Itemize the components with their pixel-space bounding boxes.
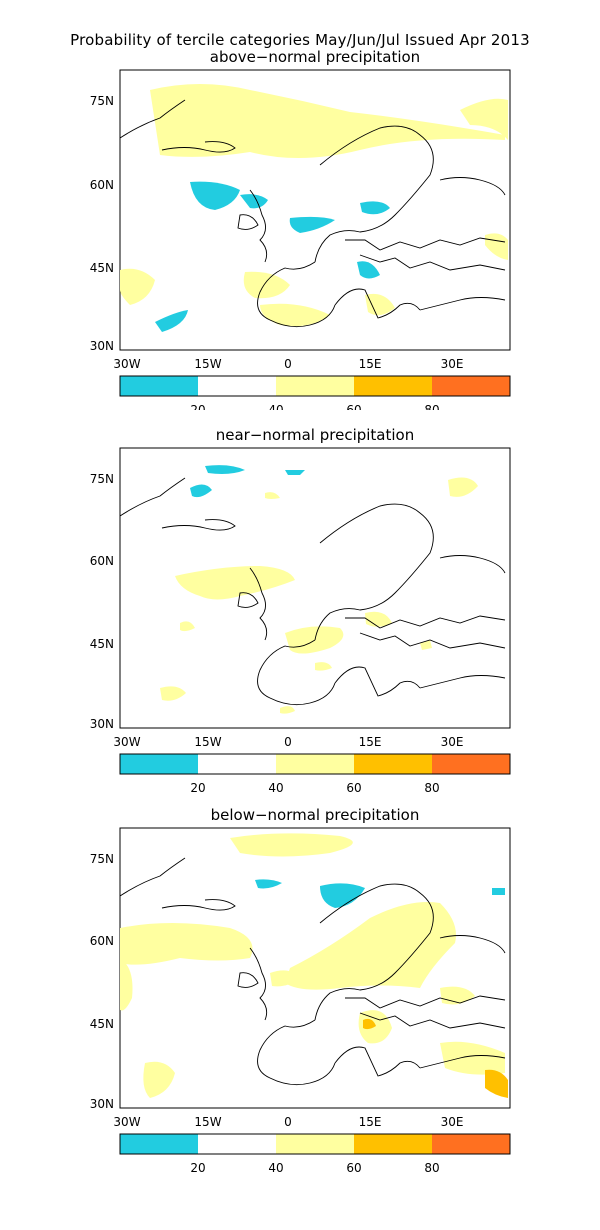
colorbar: 20 40 60 80 [119, 753, 511, 795]
lat-tick: 60N [90, 934, 114, 948]
colorbar: 20 40 60 80 [119, 375, 511, 410]
panel-title-below: below−normal precipitation [211, 806, 420, 824]
map-near-normal: near−normal precipitation [90, 426, 511, 795]
colorbar-tick: 60 [346, 403, 361, 410]
coastlines [119, 99, 506, 328]
lat-tick: 75N [90, 852, 114, 866]
coastlines [119, 857, 506, 1086]
lon-axis: 30W 15W 0 15E 30E [113, 1115, 463, 1129]
colorbar-tick: 60 [346, 1161, 361, 1175]
lon-tick: 0 [284, 1115, 292, 1129]
lon-tick: 15W [194, 1115, 221, 1129]
panel-title-near: near−normal precipitation [216, 426, 415, 444]
lat-axis: 75N 60N 45N 30N [90, 852, 114, 1111]
lat-tick: 75N [90, 94, 114, 108]
lon-tick: 15E [359, 357, 382, 371]
panel-below-normal: below−normal precipitation [0, 798, 600, 1198]
lon-axis: 30W 15W 0 15E 30E [113, 735, 463, 749]
lon-axis: 30W 15W 0 15E 30E [113, 357, 463, 371]
lat-tick: 30N [90, 1097, 114, 1111]
lon-tick: 15E [359, 735, 382, 749]
lon-tick: 30E [441, 735, 464, 749]
panel-above-normal: above−normal precipitation [0, 0, 600, 410]
colorbar-tick: 80 [424, 781, 439, 795]
lat-tick: 30N [90, 717, 114, 731]
colorbar-tick: 20 [190, 403, 205, 410]
map-below-normal: below−normal precipitation [90, 806, 511, 1175]
probability-shading [120, 84, 508, 332]
lon-tick: 30W [113, 735, 140, 749]
lon-tick: 15W [194, 357, 221, 371]
lat-tick: 30N [90, 339, 114, 353]
probability-shading [120, 833, 508, 1098]
colorbar: 20 40 60 80 [119, 1133, 511, 1175]
lat-tick: 45N [90, 1017, 114, 1031]
coastlines [119, 477, 506, 706]
lon-tick: 0 [284, 735, 292, 749]
colorbar-tick: 40 [268, 403, 283, 410]
lat-axis: 75N 60N 45N 30N [90, 472, 114, 731]
lon-tick: 30W [113, 357, 140, 371]
colorbar-tick: 20 [190, 781, 205, 795]
figure-title: Probability of tercile categories May/Ju… [70, 31, 530, 49]
colorbar-tick: 80 [424, 1161, 439, 1175]
lon-tick: 0 [284, 357, 292, 371]
colorbar-tick: 60 [346, 781, 361, 795]
colorbar-tick: 40 [268, 781, 283, 795]
lon-tick: 30E [441, 1115, 464, 1129]
lat-tick: 75N [90, 472, 114, 486]
colorbar-tick: 40 [268, 1161, 283, 1175]
lon-tick: 30W [113, 1115, 140, 1129]
lat-tick: 45N [90, 637, 114, 651]
lon-tick: 30E [441, 357, 464, 371]
colorbar-tick: 20 [190, 1161, 205, 1175]
lat-axis: 75N 60N 45N 30N [90, 94, 114, 353]
panel-near-normal: near−normal precipitation [0, 418, 600, 808]
lat-tick: 45N [90, 261, 114, 275]
lat-tick: 60N [90, 178, 114, 192]
map-above-normal: above−normal precipitation [90, 48, 511, 410]
lat-tick: 60N [90, 554, 114, 568]
lon-tick: 15E [359, 1115, 382, 1129]
panel-title-above: above−normal precipitation [210, 48, 420, 66]
lon-tick: 15W [194, 735, 221, 749]
colorbar-tick: 80 [424, 403, 439, 410]
